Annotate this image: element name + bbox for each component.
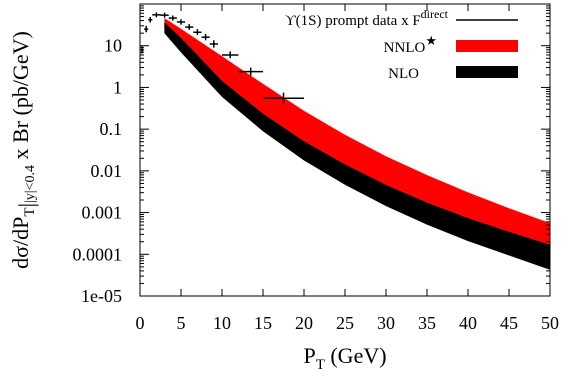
x-tick-label: 5	[177, 313, 186, 333]
legend: ϒ(1S) prompt data x Fdirect NNLO★ NLO	[285, 7, 518, 82]
band-nnlo	[164, 18, 550, 253]
x-tick-label: 25	[336, 313, 354, 333]
y-tick-label: 10	[104, 36, 122, 56]
x-tick-label: 20	[295, 313, 313, 333]
y-tick-label: 0.001	[82, 203, 123, 223]
data-points-layer	[140, 12, 304, 105]
x-tick-label: 30	[377, 313, 395, 333]
data-point	[193, 29, 202, 36]
data-point	[185, 24, 194, 30]
bands-layer	[164, 18, 550, 270]
y-tick-label: 1e-05	[81, 286, 122, 306]
y-axis-title: dσ/dPT||y|<0.4 x Br (pb/GeV)	[8, 31, 39, 269]
data-point	[176, 19, 186, 25]
legend-label-nnlo: NNLO★	[384, 33, 437, 56]
y-tick-label: 0.01	[91, 161, 123, 181]
data-point	[168, 15, 177, 21]
x-tick-label: 50	[541, 313, 559, 333]
x-tick-label: 40	[459, 313, 477, 333]
y-axis: 10 1 0.1 0.01 0.001 0.0001 1e-05	[73, 5, 550, 306]
legend-swatch-nlo	[456, 66, 518, 78]
data-point	[263, 92, 304, 105]
data-point	[201, 34, 210, 41]
band-nlo	[164, 22, 550, 270]
x-tick-label: 0	[136, 313, 145, 333]
legend-label-data: ϒ(1S) prompt data x Fdirect	[285, 7, 449, 29]
y-tick-label: 0.0001	[73, 244, 123, 264]
data-point	[148, 16, 153, 23]
y-tick-label: 0.1	[100, 119, 123, 139]
legend-label-nlo: NLO	[388, 66, 419, 82]
x-tick-label: 45	[500, 313, 518, 333]
data-point	[222, 51, 239, 59]
data-point	[144, 25, 149, 33]
x-tick-label: 10	[213, 313, 231, 333]
x-axis-title: PT (GeV)	[303, 343, 386, 373]
data-point	[209, 40, 218, 48]
x-tick-label: 15	[254, 313, 272, 333]
x-axis: 0 5 10 15 20 25 30 35 40 45 50	[136, 4, 559, 333]
data-point	[152, 12, 161, 18]
y-tick-label: 1	[113, 77, 122, 97]
data-point	[238, 67, 263, 76]
x-tick-label: 35	[418, 313, 436, 333]
legend-swatch-nnlo	[456, 40, 518, 52]
data-point	[160, 12, 169, 18]
